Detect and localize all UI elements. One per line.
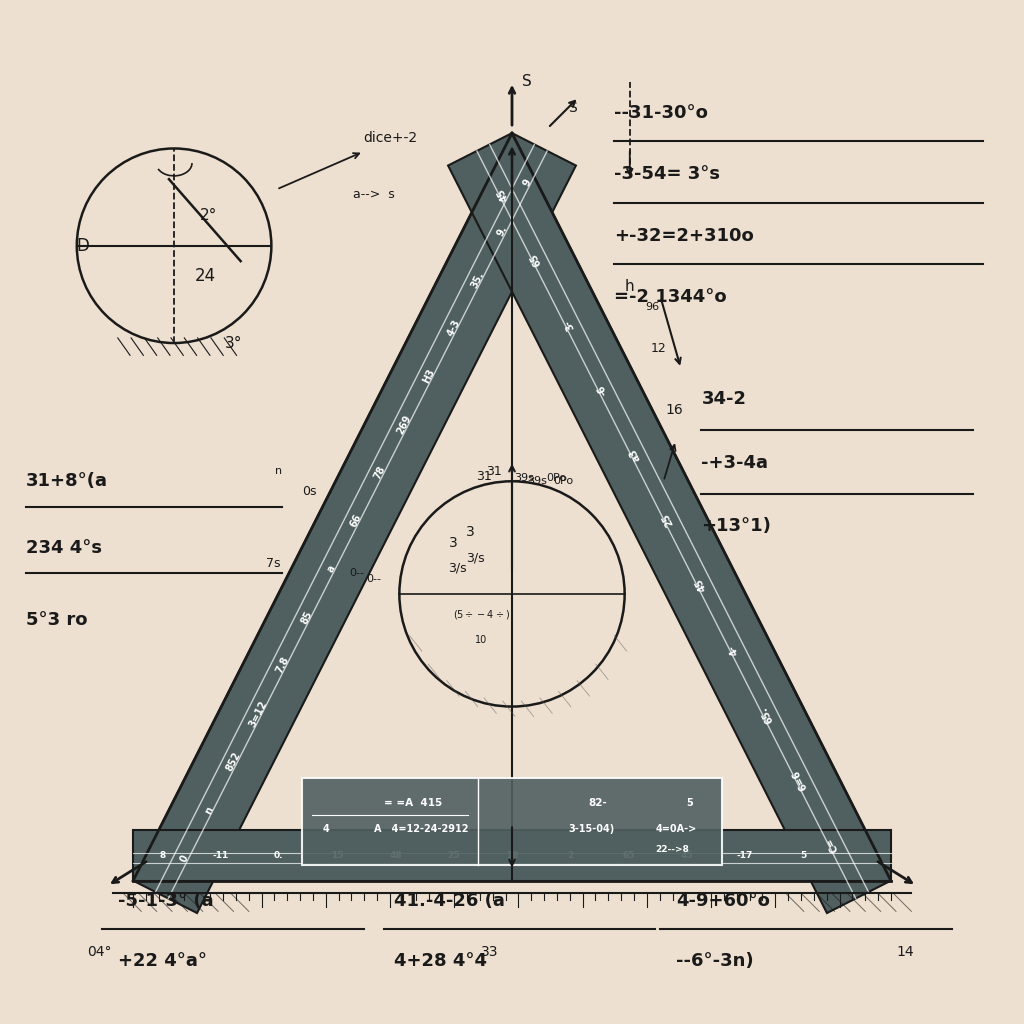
Text: 3-: 3- (562, 317, 575, 332)
Text: +-32=2+310o: +-32=2+310o (614, 226, 754, 245)
Text: 0--: 0-- (349, 568, 364, 579)
Text: a-->  s: a--> s (353, 188, 395, 201)
Text: 85: 85 (299, 609, 314, 626)
Text: 12: 12 (650, 342, 666, 354)
Text: 4+28 4°4: 4+28 4°4 (394, 951, 487, 970)
Text: S: S (522, 75, 532, 89)
Text: dice+-2: dice+-2 (364, 131, 418, 145)
Text: C=: C= (824, 836, 841, 854)
Text: 3: 3 (466, 525, 475, 540)
Text: = =A  415: = =A 415 (384, 798, 442, 808)
Text: -5-1-3° (a: -5-1-3° (a (118, 892, 213, 910)
Text: 852: 852 (224, 751, 243, 773)
Text: a3: a3 (628, 446, 642, 463)
Text: 5°3 ro: 5°3 ro (26, 610, 87, 629)
Text: 65: 65 (528, 252, 544, 268)
Text: =-2 1344°o: =-2 1344°o (614, 288, 727, 306)
Text: h: h (625, 280, 634, 294)
Text: 6=6: 6=6 (791, 768, 809, 792)
Text: $(5\div-4\div)$: $(5\div-4\div)$ (453, 608, 510, 621)
Text: -+3-4a: -+3-4a (701, 454, 768, 472)
Text: 16: 16 (666, 402, 683, 417)
Text: 0s: 0s (302, 485, 316, 498)
Text: 25: 25 (660, 512, 676, 528)
Text: 269: 269 (395, 413, 414, 435)
Text: +22 4°a°: +22 4°a° (118, 951, 207, 970)
Text: 3: 3 (450, 536, 458, 550)
Text: 45: 45 (681, 851, 693, 859)
Text: 65: 65 (623, 851, 635, 859)
Text: 34-2: 34-2 (701, 390, 746, 409)
Polygon shape (449, 133, 891, 913)
Text: A   4=12-24-2912: A 4=12-24-2912 (374, 823, 468, 834)
Text: 5: 5 (686, 798, 693, 808)
Text: 25: 25 (447, 851, 460, 859)
Text: 18: 18 (506, 851, 518, 859)
Polygon shape (133, 133, 575, 913)
Text: -6: -6 (595, 383, 609, 397)
Text: 04°: 04° (87, 945, 112, 959)
Text: 7.8: 7.8 (274, 655, 291, 676)
Text: 3/s: 3/s (466, 552, 484, 564)
Text: 3/s: 3/s (449, 562, 467, 574)
Text: 7s: 7s (266, 557, 281, 569)
Text: 234 4°s: 234 4°s (26, 539, 101, 557)
Text: 45: 45 (693, 577, 709, 593)
Text: 5: 5 (801, 851, 807, 859)
Text: H3: H3 (421, 367, 437, 385)
Text: 0Po: 0Po (553, 476, 573, 486)
Text: D: D (77, 237, 90, 255)
Text: 24: 24 (195, 267, 216, 286)
Text: 4-3: 4-3 (445, 317, 462, 338)
Text: --6°-3n): --6°-3n) (676, 951, 754, 970)
Text: 65.: 65. (759, 705, 775, 725)
Polygon shape (133, 830, 891, 881)
Text: 9: 9 (521, 178, 532, 188)
Text: 3=12: 3=12 (247, 698, 269, 728)
Text: 96: 96 (645, 302, 659, 312)
Text: 45: 45 (496, 186, 511, 203)
Text: 31+8°(a: 31+8°(a (26, 472, 108, 490)
Text: 2°: 2° (200, 208, 217, 222)
Text: 78: 78 (373, 464, 388, 481)
Text: 39s: 39s (527, 476, 547, 486)
Text: 4=0A->: 4=0A-> (655, 823, 696, 834)
Text: n: n (275, 466, 282, 476)
Text: 31: 31 (476, 470, 493, 482)
Text: n: n (203, 805, 215, 815)
Text: 3-15-04): 3-15-04) (568, 823, 614, 834)
Text: 15: 15 (331, 851, 343, 859)
Text: 10: 10 (475, 635, 487, 645)
Text: 22-->8: 22-->8 (655, 845, 689, 854)
Text: 0: 0 (178, 853, 190, 863)
Text: a: a (326, 564, 337, 574)
Text: 4-9+60°o: 4-9+60°o (676, 892, 770, 910)
Text: 48: 48 (389, 851, 401, 859)
Text: 0--: 0-- (367, 573, 382, 584)
Text: 31: 31 (486, 465, 502, 477)
Text: 8: 8 (159, 851, 166, 859)
Text: 33: 33 (481, 945, 499, 959)
Text: S: S (568, 100, 578, 115)
Text: 9.: 9. (496, 224, 509, 239)
Polygon shape (133, 133, 891, 881)
Text: 41.-4-26 (a: 41.-4-26 (a (394, 892, 505, 910)
Text: -3-54= 3°s: -3-54= 3°s (614, 165, 721, 183)
Text: 35.: 35. (470, 269, 486, 290)
Text: 39s: 39s (514, 473, 535, 483)
Text: 2: 2 (567, 851, 573, 859)
Text: -11: -11 (212, 851, 228, 859)
Text: -17: -17 (737, 851, 754, 859)
Text: +13°1): +13°1) (701, 517, 771, 536)
Text: 4: 4 (323, 823, 330, 834)
Text: 4-: 4- (727, 643, 740, 656)
Text: --31-30°o: --31-30°o (614, 103, 709, 122)
Bar (302, 778, 722, 865)
Text: 66: 66 (348, 512, 364, 529)
Text: 3°: 3° (225, 336, 243, 350)
Text: 0.: 0. (274, 851, 284, 859)
Text: 82-: 82- (589, 798, 607, 808)
Text: 0Po: 0Po (546, 473, 566, 483)
Text: 14: 14 (896, 945, 913, 959)
